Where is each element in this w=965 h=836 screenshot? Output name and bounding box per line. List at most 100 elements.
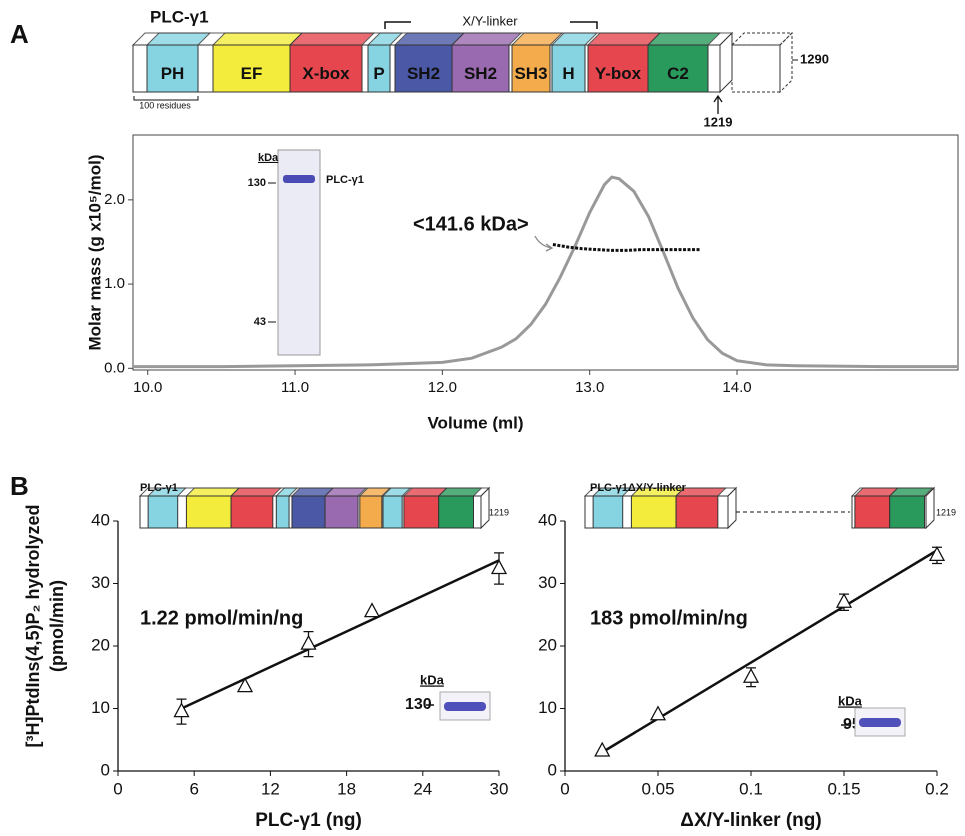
y-tick-label: 1.0 [104,275,125,292]
domain-box-top [288,32,376,46]
data-point [490,559,508,575]
x-tick-label: 14.0 [722,379,751,396]
y-tick-label: 10 [538,698,557,717]
linker-bracket [384,21,598,29]
marker-label: 130 [248,177,266,189]
data-point [236,677,254,693]
domain-box [275,495,290,529]
x-tick-label: 0 [560,779,569,798]
box-side [925,486,935,530]
domain-box [230,495,274,529]
domain-box [403,495,440,529]
x-tick-label: 10.0 [133,379,162,396]
domain-box-top [450,32,523,46]
domain-box-top [323,487,368,497]
y-tick-label: 20 [538,635,557,654]
domain-box [146,44,199,93]
domain-box [438,495,475,529]
data-point [649,705,667,721]
bar-title: PLC-γ1ΔX/Y-linker [590,482,687,494]
annotation-arrow [534,235,554,252]
data-point [363,602,381,618]
truncated-region-top [730,32,794,46]
bar-end-label: 1219 [489,507,509,517]
data-point [594,741,611,757]
y-tick-label: 30 [538,573,557,592]
y-tick-label: 0 [101,760,110,779]
inset-unit: kDa [838,693,863,708]
domain-box [889,495,926,529]
truncated-region [731,44,781,93]
inset-unit: kDa [420,672,445,687]
data-point [928,546,946,562]
gel-band [444,702,486,711]
x-tick-label: 0.05 [641,779,674,798]
domain-label: X-box [302,64,350,83]
domain-label: SH2 [407,64,440,83]
domain-box [185,495,232,529]
domain-box [647,44,709,93]
x-axis-title: ΔX/Y-linker (ng) [680,810,821,831]
elution-curve [133,175,958,369]
domain-box-top [888,487,934,497]
domain-box [147,495,179,529]
domain-label: P [373,64,384,83]
domain-box-top [646,32,722,46]
data-point [835,592,853,608]
domain-box [854,495,891,529]
data-point [742,667,760,683]
inset-unit: kDa [258,152,279,164]
domain-box-top [437,487,483,497]
x-tick-label: 0.15 [827,779,860,798]
y-tick-label: 10 [91,698,110,717]
plot-frame [132,134,959,371]
scale-bar [133,96,199,101]
domain-label: Y-box [595,64,642,83]
x-tick-label: 12.0 [428,379,457,396]
domain-box [630,495,677,529]
x-tick-label: 0.1 [739,779,763,798]
x-tick-label: 30 [490,779,509,798]
molar-mass-line [552,243,701,252]
y-axis-title: [³H]PtdIns(4,5)P₂ hydrolyzed [23,504,43,747]
domain-box [212,44,291,93]
domain-box [367,44,391,93]
annotation: 183 pmol/min/ng [590,607,748,629]
domain-box [592,495,624,529]
domain-box [291,495,326,529]
domain-box [587,44,649,93]
fit-line [180,559,500,710]
x-tick-label: 11.0 [281,379,309,396]
linker-label: X/Y-linker [462,13,518,28]
diagram-title: PLC-γ1 [150,7,209,26]
scale-label: 100 residues [139,100,191,110]
gel-band [859,718,901,727]
domain-box-top [229,487,283,497]
domain-box [324,495,359,529]
truncation-label: 1219 [704,114,733,129]
x-tick-label: 12 [261,779,280,798]
y-axis-title: Molar mass (g x10⁵/mol) [85,155,104,351]
domain-label: EF [241,64,263,83]
bar-title: PLC-γ1 [140,482,178,494]
data-point [173,702,190,718]
box-side [727,486,737,530]
annotation: <141.6 kDa> [413,213,529,235]
x-tick-label: 0.2 [925,779,949,798]
domain-box [551,44,586,93]
domain-box [675,495,719,529]
domain-box-top [185,487,241,497]
domain-box [451,44,510,93]
x-axis-title: PLC-γ1 (ng) [255,810,362,831]
y-tick-label: 0 [548,760,557,779]
domain-box [394,44,453,93]
domain-box [289,44,363,93]
domain-box [511,44,551,93]
y-tick-label: 2.0 [104,191,125,208]
domain-label: C2 [667,64,689,83]
domain-label: H [562,64,574,83]
box-side [480,486,490,530]
band-label: PLC-γ1 [326,174,364,186]
panel-label: A [10,19,29,49]
